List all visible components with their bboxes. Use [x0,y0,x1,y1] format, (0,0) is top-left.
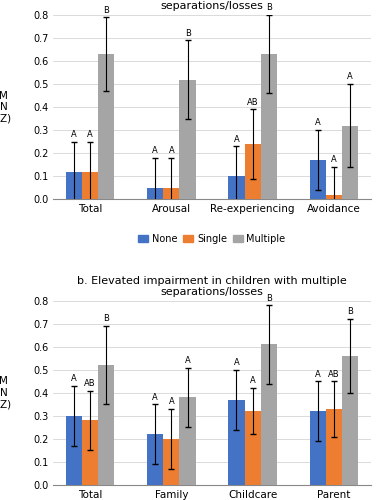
Bar [147,434,163,485]
Text: A: A [152,146,158,155]
Bar [244,412,261,485]
Text: AB: AB [84,379,96,388]
Bar [66,172,82,200]
Text: A: A [315,118,320,128]
Bar [147,188,163,200]
Bar [98,365,115,485]
Bar [326,409,342,485]
Bar [180,80,196,200]
Bar [342,356,358,485]
Title: a. Elevated trauma symptoms in children with multiple
separations/losses: a. Elevated trauma symptoms in children … [58,0,366,12]
Text: B: B [104,314,109,324]
Text: A: A [233,358,239,367]
Bar [342,126,358,200]
Text: B: B [266,3,272,12]
Text: AB: AB [247,98,259,106]
Text: B: B [266,294,272,302]
Text: A: A [185,356,191,364]
Text: AB: AB [328,370,340,378]
Text: A: A [233,134,239,143]
Text: A: A [315,370,320,378]
Bar [66,416,82,485]
Legend: None, Single, Multiple: None, Single, Multiple [134,230,290,248]
Text: A: A [152,392,158,402]
Bar [309,412,326,485]
Bar [98,54,115,200]
Text: A: A [250,376,256,386]
Bar [82,420,98,485]
Bar [261,54,277,200]
Y-axis label: M
N
(Z): M N (Z) [0,90,11,124]
Text: A: A [347,72,353,82]
Text: B: B [185,28,191,38]
Text: A: A [87,130,93,139]
Bar [228,400,244,485]
Title: b. Elevated impairment in children with multiple
separations/losses: b. Elevated impairment in children with … [77,276,347,297]
Text: A: A [168,146,174,155]
Bar [163,439,180,485]
Text: B: B [347,308,353,316]
Text: A: A [331,156,337,164]
Text: B: B [104,6,109,15]
Bar [228,176,244,200]
Y-axis label: M
N
(Z): M N (Z) [0,376,11,410]
Bar [261,344,277,485]
Text: A: A [71,130,77,139]
Bar [180,398,196,485]
Bar [326,194,342,200]
Text: A: A [71,374,77,383]
Bar [309,160,326,200]
Bar [82,172,98,200]
Bar [163,188,180,200]
Text: A: A [168,397,174,406]
Bar [244,144,261,200]
